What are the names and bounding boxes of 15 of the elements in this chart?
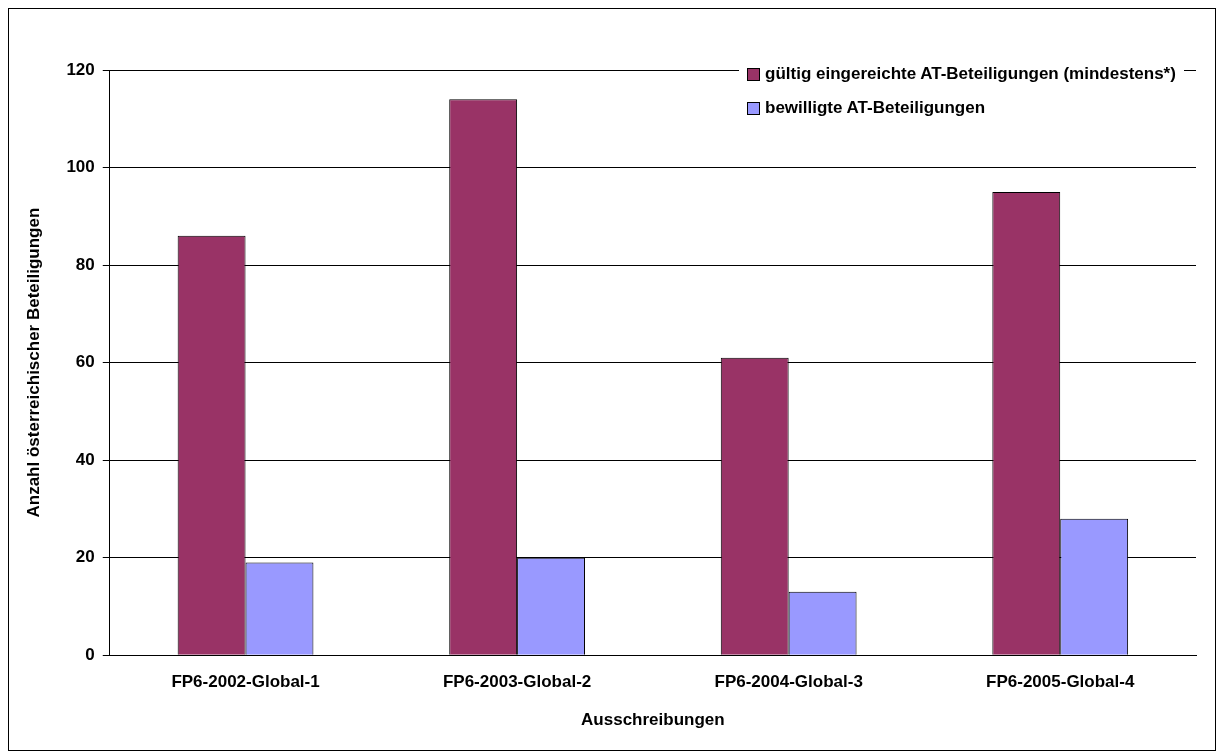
y-tick-label: 100 <box>66 157 95 177</box>
y-tick-label: 20 <box>75 547 95 567</box>
x-tick-label: FP6-2004-Global-3 <box>714 672 863 692</box>
y-tick-label: 0 <box>85 644 95 664</box>
y-tick-label: 40 <box>75 449 95 469</box>
y-tick-label: 80 <box>75 254 95 274</box>
x-tick-label: FP6-2005-Global-4 <box>986 672 1135 692</box>
y-axis-title: Anzahl österreichischer Beteiligungen <box>23 207 43 518</box>
legend-label: gültig eingereichte AT-Beteiligungen (mindestens*) <box>765 64 1176 84</box>
legend-label: bewilligte AT-Beteiligungen <box>765 98 986 118</box>
x-tick-label: FP6-2002-Global-1 <box>171 672 320 692</box>
x-tick-label: FP6-2003-Global-2 <box>442 672 592 692</box>
x-axis-title: Ausschreibungen <box>581 710 725 730</box>
y-tick-label: 60 <box>75 352 95 372</box>
y-tick-label: 120 <box>66 59 95 79</box>
